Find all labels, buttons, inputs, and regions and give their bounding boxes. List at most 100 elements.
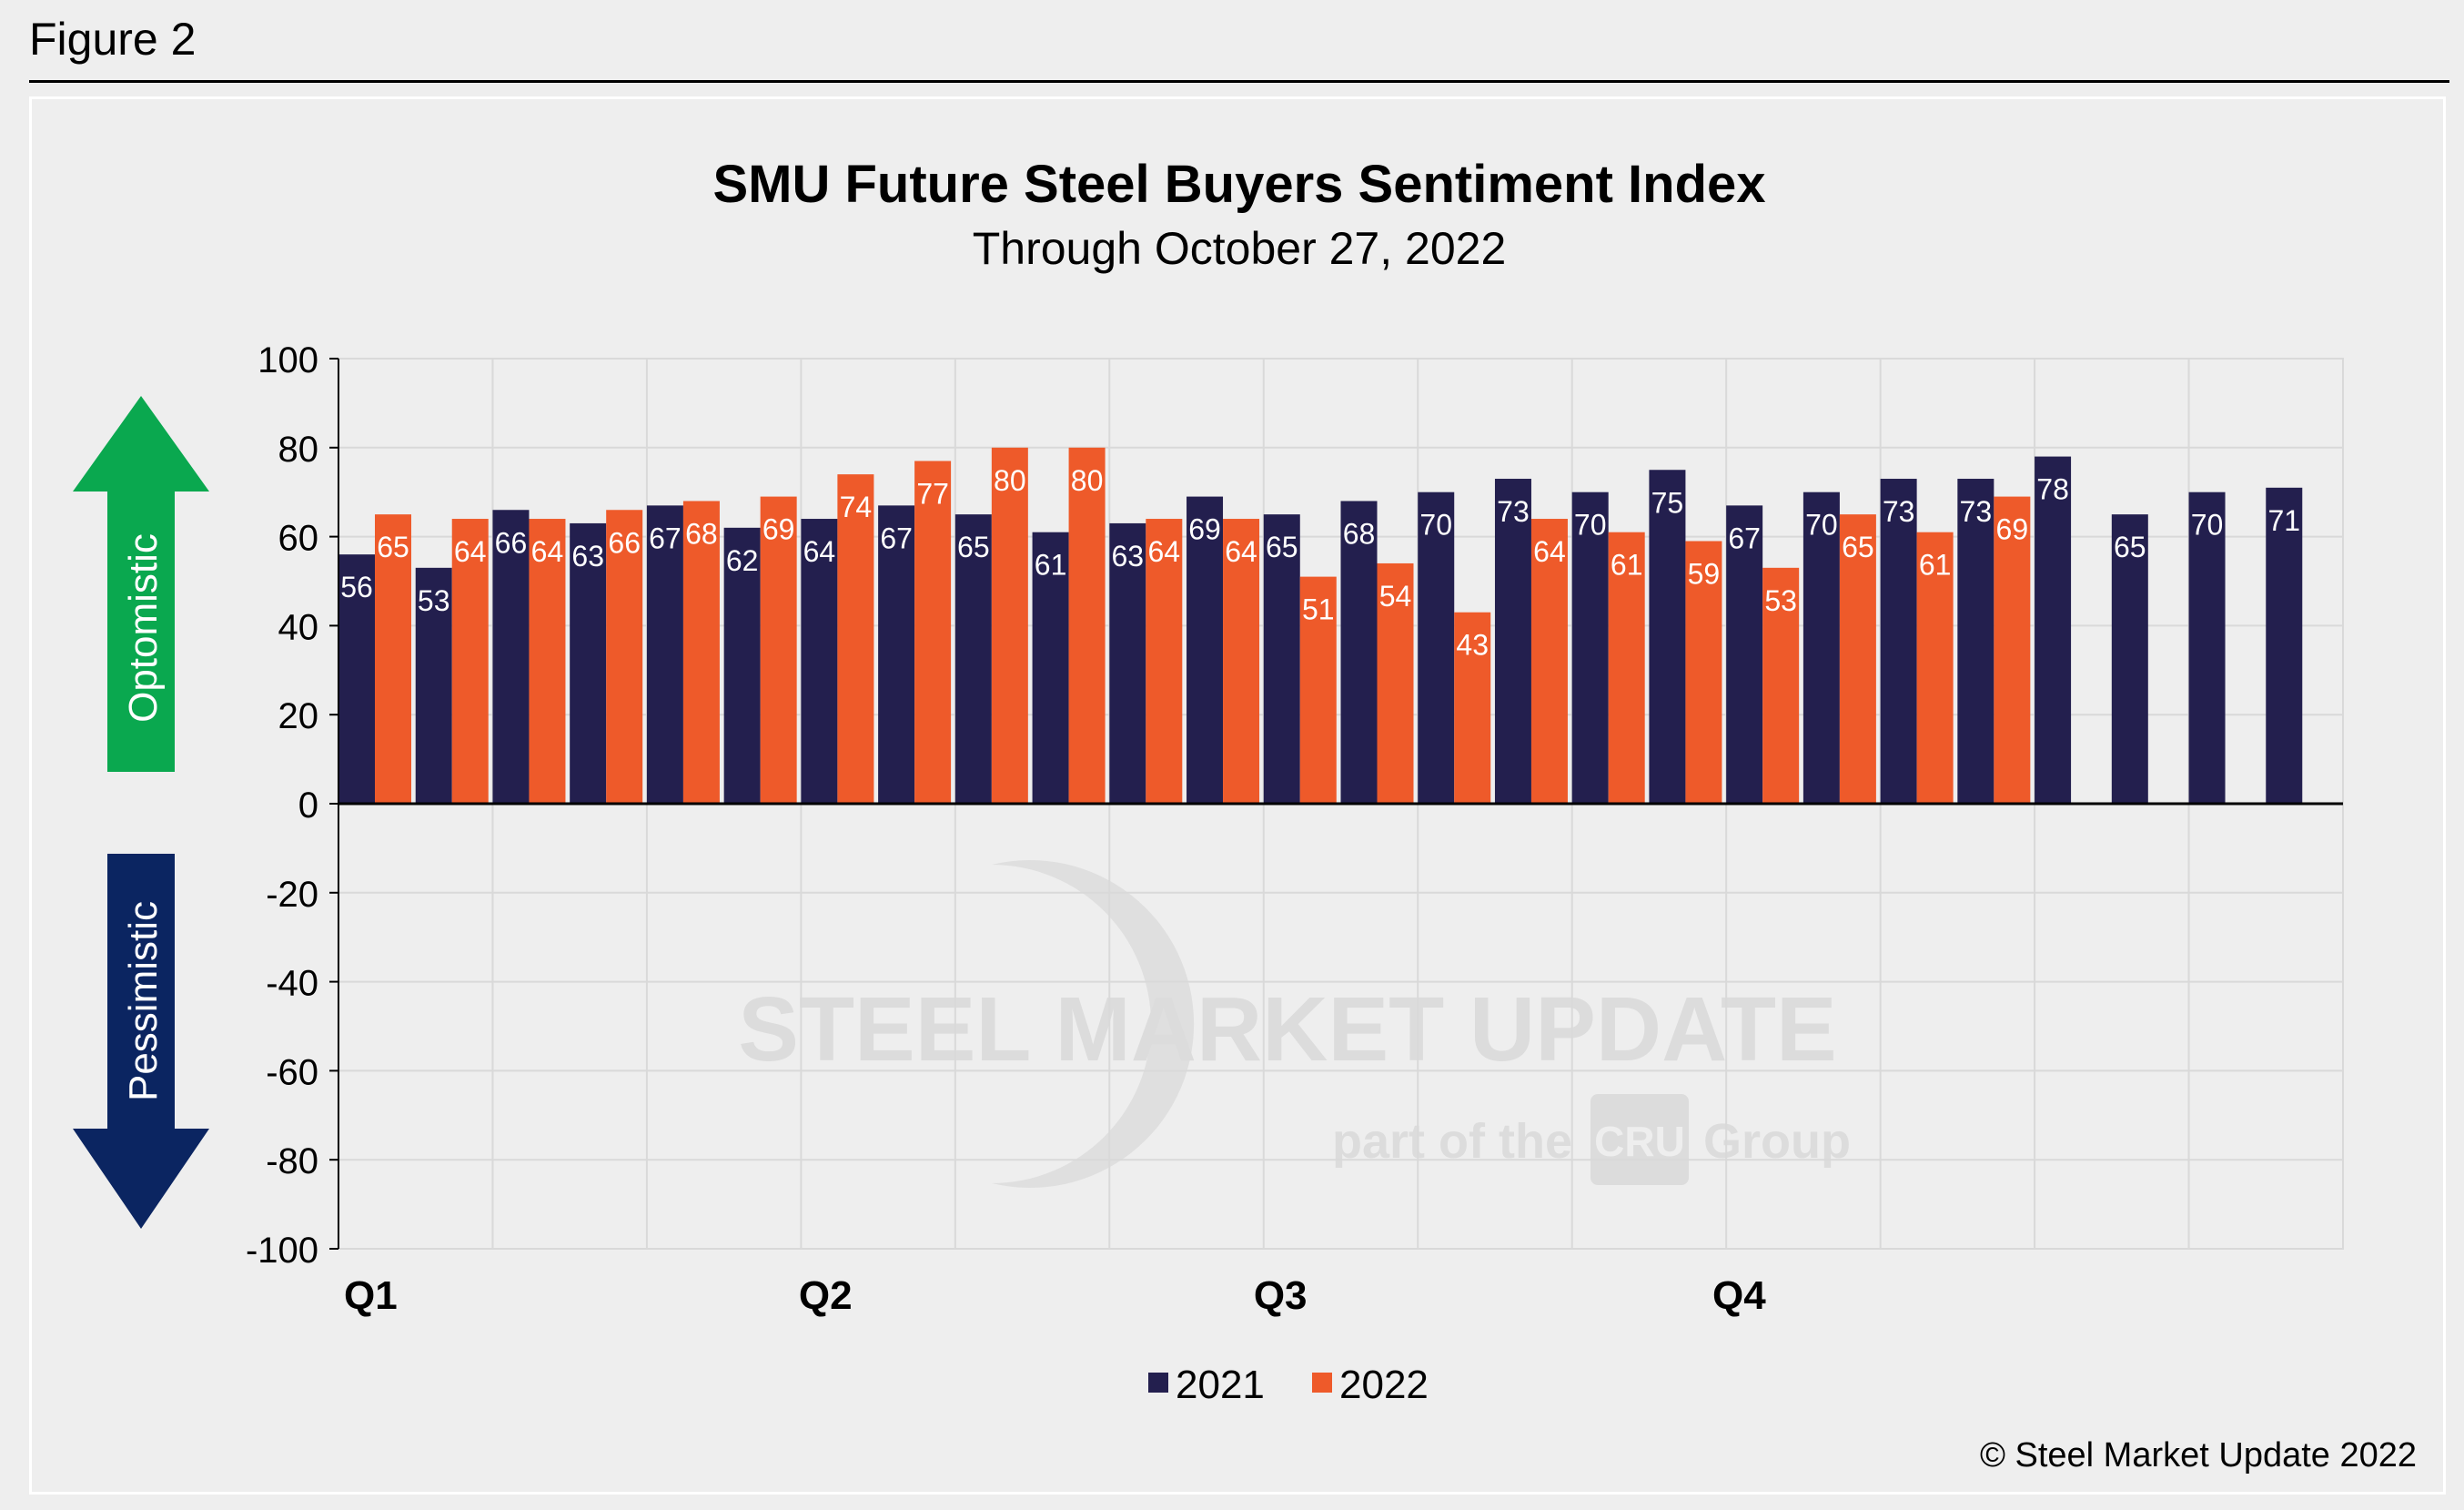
- data-label-2022: 43: [1456, 629, 1489, 662]
- bar-2021: [801, 519, 838, 804]
- watermark-crescent: [992, 860, 1195, 1188]
- bar-2022: [1608, 532, 1645, 804]
- optimistic-arrow-icon: Optomistic: [73, 396, 209, 772]
- y-tick-label: 20: [278, 696, 319, 736]
- bar-2022: [1223, 519, 1260, 804]
- legend: 2021 2022: [1148, 1363, 1429, 1407]
- bar-2022: [1299, 576, 1337, 804]
- data-label-2022: 54: [1379, 580, 1412, 613]
- y-tick-label: 0: [298, 785, 318, 826]
- data-label-2022: 64: [531, 535, 564, 568]
- data-label-2022: 51: [1302, 593, 1335, 626]
- data-label-2022: 68: [685, 517, 718, 550]
- bar-2022: [606, 510, 643, 804]
- bar-2021: [878, 505, 915, 804]
- data-label-2021: 73: [1883, 495, 1915, 528]
- bar-2021: [492, 510, 530, 804]
- bar-2021: [1803, 492, 1840, 804]
- bar-2021: [2035, 456, 2072, 804]
- data-label-2021: 75: [1651, 486, 1684, 519]
- y-tick-label: 60: [278, 519, 319, 559]
- bar-2021: [1649, 470, 1686, 804]
- data-label-2022: 74: [840, 491, 873, 523]
- bars: [338, 447, 2303, 804]
- data-label-2021: 73: [1960, 495, 1993, 528]
- data-label-2021: 67: [1728, 522, 1761, 554]
- data-label-2021: 70: [1419, 509, 1452, 542]
- bar-2022: [1916, 532, 1954, 804]
- data-label-2021: 67: [649, 522, 682, 554]
- watermark: STEEL MARKET UPDATE part of the CRU Grou…: [738, 860, 1851, 1188]
- bar-2021: [1957, 479, 1994, 804]
- axes: 100 80 60 40 20 0 -20 -40 -60 -80 -100 Q1 Q2 Q3 Q4: [246, 340, 2343, 1318]
- quarter-label: Q4: [1712, 1273, 1766, 1318]
- watermark-logo-box: [1590, 1094, 1689, 1185]
- chart-frame: [29, 96, 2446, 1495]
- bar-2022: [1377, 562, 1414, 804]
- bar-2022: [1454, 612, 1491, 804]
- bar-2022: [1762, 567, 1800, 804]
- data-label-2021: 65: [2114, 531, 2146, 563]
- data-label-2022: 59: [1688, 557, 1721, 590]
- data-label-2022: 69: [762, 513, 795, 546]
- bar-2022: [1068, 447, 1106, 804]
- bar-2021: [2266, 487, 2303, 804]
- data-label-2021: 70: [2191, 509, 2224, 542]
- data-label-2022: 80: [994, 464, 1026, 497]
- bar-2022: [682, 501, 720, 804]
- data-label-2021: 63: [571, 540, 604, 573]
- bar-2021: [2111, 514, 2148, 804]
- y-tick-label: 40: [278, 607, 319, 647]
- legend-swatch-2022: [1312, 1373, 1332, 1393]
- bar-2022: [451, 519, 489, 804]
- y-tick-label: 100: [258, 340, 318, 380]
- bar-2021: [415, 567, 452, 804]
- data-label-2022: 64: [454, 535, 487, 568]
- data-label-2021: 62: [726, 544, 759, 577]
- data-label-2021: 78: [2036, 473, 2069, 506]
- bar-2021: [1494, 479, 1531, 804]
- bar-2022: [991, 447, 1028, 804]
- pessimistic-arrow-shape: [73, 854, 209, 1229]
- quarter-label: Q2: [799, 1273, 853, 1318]
- data-label-2021: 70: [1805, 509, 1838, 542]
- bar-2022: [1685, 541, 1722, 804]
- data-label-2021: 65: [957, 531, 990, 563]
- y-tick-label: -40: [266, 964, 318, 1004]
- bar-2021: [1109, 522, 1146, 804]
- data-label-2022: 65: [377, 531, 409, 563]
- data-label-2021: 73: [1497, 495, 1530, 528]
- bar-2021: [723, 527, 761, 804]
- data-label-2021: 67: [880, 522, 913, 554]
- data-label-2022: 64: [1533, 535, 1566, 568]
- data-label-2021: 70: [1574, 509, 1607, 542]
- data-label-2022: 64: [1225, 535, 1257, 568]
- bar-2021: [1418, 492, 1455, 804]
- optimistic-label: Optomistic: [121, 533, 166, 723]
- data-label-2022: 77: [916, 477, 949, 510]
- pessimistic-arrow-icon: Pessimistic: [73, 854, 209, 1229]
- bar-2021: [954, 514, 992, 804]
- bar-2021: [570, 522, 607, 804]
- bar-2021: [1032, 532, 1069, 804]
- data-label-2021: 61: [1035, 549, 1067, 582]
- watermark-logo: CRU: [1594, 1118, 1685, 1165]
- y-tick-label: -100: [246, 1231, 318, 1271]
- data-label-2021: 71: [2267, 504, 2300, 537]
- bar-2021: [1726, 505, 1763, 804]
- bar-2022: [1994, 496, 2031, 804]
- legend-swatch-2021: [1148, 1373, 1168, 1393]
- data-label-2021: 56: [340, 571, 373, 603]
- data-label-2022: 80: [1071, 464, 1104, 497]
- bar-2021: [1340, 501, 1378, 804]
- y-tick-label: -60: [266, 1052, 318, 1092]
- legend-label-2021: 2021: [1176, 1363, 1265, 1407]
- data-label-2022: 64: [1148, 535, 1181, 568]
- watermark-line1: STEEL MARKET UPDATE: [738, 978, 1836, 1080]
- bar-2022: [914, 461, 952, 804]
- data-label-2021: 66: [495, 526, 528, 559]
- data-label-2021: 53: [418, 584, 450, 617]
- data-label-2022: 61: [1919, 549, 1952, 582]
